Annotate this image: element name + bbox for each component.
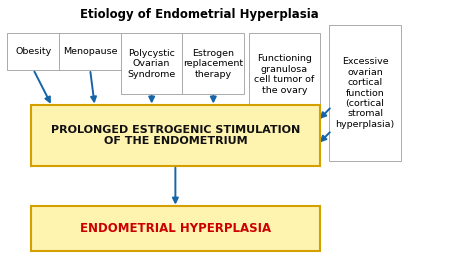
- Text: Polycystic
Ovarian
Syndrome: Polycystic Ovarian Syndrome: [128, 49, 176, 79]
- Text: Estrogen
replacement
therapy: Estrogen replacement therapy: [183, 49, 243, 79]
- FancyBboxPatch shape: [121, 33, 182, 94]
- FancyBboxPatch shape: [31, 105, 320, 166]
- Text: Etiology of Endometrial Hyperplasia: Etiology of Endometrial Hyperplasia: [80, 8, 319, 21]
- FancyBboxPatch shape: [31, 206, 320, 251]
- Text: Excessive
ovarian
cortical
function
(cortical
stromal
hyperplasia): Excessive ovarian cortical function (cor…: [336, 57, 394, 129]
- FancyBboxPatch shape: [249, 33, 320, 116]
- FancyBboxPatch shape: [7, 33, 59, 70]
- FancyBboxPatch shape: [182, 33, 244, 94]
- FancyBboxPatch shape: [59, 33, 121, 70]
- Text: Functioning
granulosa
cell tumor of
the ovary: Functioning granulosa cell tumor of the …: [254, 54, 315, 95]
- Text: Obesity: Obesity: [15, 47, 51, 56]
- FancyBboxPatch shape: [329, 25, 401, 161]
- Text: PROLONGED ESTROGENIC STIMULATION
OF THE ENDOMETRIUM: PROLONGED ESTROGENIC STIMULATION OF THE …: [51, 125, 300, 147]
- Text: Menopause: Menopause: [63, 47, 117, 56]
- Text: ENDOMETRIAL HYPERPLASIA: ENDOMETRIAL HYPERPLASIA: [80, 222, 271, 235]
